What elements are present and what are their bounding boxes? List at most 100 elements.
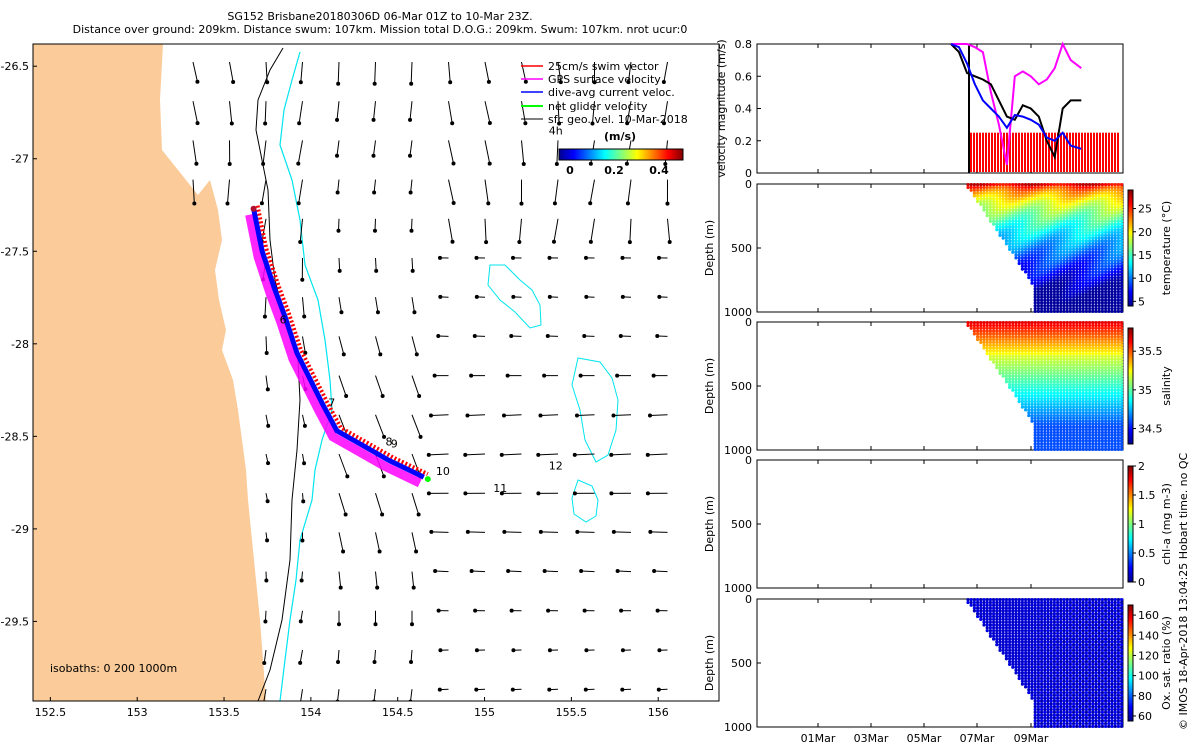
profile-sample xyxy=(1017,629,1021,633)
profile-sample xyxy=(1049,194,1053,198)
profile-sample xyxy=(1068,261,1072,266)
profile-sample xyxy=(1110,419,1114,423)
profile-sample xyxy=(1036,261,1040,266)
profile-sample xyxy=(1068,219,1072,223)
profile-sample xyxy=(1094,439,1098,443)
profile-sample xyxy=(1116,185,1120,190)
profile-sample xyxy=(1020,194,1024,198)
profile-sample xyxy=(1104,256,1108,260)
profile-sample xyxy=(1020,623,1024,627)
profile-sample xyxy=(1040,416,1044,420)
profile-sample xyxy=(1116,292,1120,297)
profile-sample xyxy=(1113,261,1117,266)
profile-sample xyxy=(1014,346,1018,350)
profile-sample xyxy=(1043,394,1047,398)
profile-sample xyxy=(1017,239,1021,243)
profile-sample xyxy=(1072,301,1076,305)
profile-sample xyxy=(1056,366,1060,370)
profile-sample xyxy=(1113,287,1117,291)
profile-sample xyxy=(1116,273,1120,277)
profile-sample xyxy=(1059,416,1063,420)
profile-sample xyxy=(1081,349,1085,353)
profile-sample xyxy=(1008,606,1012,610)
profile-sample xyxy=(1059,321,1063,325)
profile-sample xyxy=(1097,436,1101,440)
profile-sample xyxy=(1014,188,1018,192)
profile-sample xyxy=(1078,247,1082,252)
profile-sample xyxy=(1062,634,1066,638)
profile-sample xyxy=(1024,323,1028,328)
profile-sample xyxy=(1052,674,1056,678)
profile-sample xyxy=(1020,394,1024,398)
profile-sample xyxy=(1059,724,1063,728)
profile-sample xyxy=(1014,197,1018,201)
profile-sample xyxy=(966,600,970,605)
profile-sample xyxy=(1033,696,1037,700)
profile-sample xyxy=(1068,199,1072,204)
profile-sample xyxy=(1049,205,1053,209)
profile-sample xyxy=(1030,411,1034,415)
profile-sample xyxy=(1056,360,1060,364)
profile-sample xyxy=(1100,205,1104,209)
profile-sample xyxy=(988,337,993,342)
profile-sample xyxy=(1113,222,1117,226)
profile-sample xyxy=(1113,197,1117,201)
profile-sample xyxy=(1113,388,1117,392)
profile-sample xyxy=(1052,366,1056,370)
profile-sample xyxy=(1052,188,1056,192)
profile-sample xyxy=(1049,363,1053,367)
profile-sample xyxy=(1097,273,1101,277)
profile-sample xyxy=(1075,298,1079,302)
profile-sample xyxy=(1059,665,1063,669)
profile-sample xyxy=(1008,236,1012,240)
profile-sample xyxy=(1024,366,1028,370)
profile-sample xyxy=(1062,261,1066,266)
profile-sample xyxy=(1104,264,1108,268)
profile-sample xyxy=(1017,645,1021,650)
profile-sample xyxy=(1065,682,1069,686)
profile-sample xyxy=(1062,382,1066,387)
profile-sample xyxy=(1091,275,1095,280)
profile-sample xyxy=(1056,340,1060,344)
profile-sample xyxy=(1046,425,1050,429)
profile-sample xyxy=(1056,256,1060,260)
profile-sample xyxy=(1113,214,1117,218)
profile-sample xyxy=(1033,651,1037,655)
profile-sample xyxy=(1004,219,1009,223)
profile-sample xyxy=(985,197,989,201)
profile-sample xyxy=(1056,357,1060,361)
profile-sample xyxy=(1068,278,1072,282)
profile-sample xyxy=(1104,281,1108,285)
profile-sample xyxy=(1059,363,1063,367)
profile-sample xyxy=(1072,371,1076,375)
profile-sample xyxy=(1094,428,1098,432)
velocity-arrowhead xyxy=(372,699,376,701)
profile-sample xyxy=(1059,637,1063,641)
velocity-arrowhead xyxy=(428,413,433,418)
profile-sample xyxy=(1043,337,1047,342)
profile-sample xyxy=(1116,335,1120,339)
profile-sample xyxy=(1004,205,1009,209)
profile-sample xyxy=(1068,436,1072,440)
profile-sample xyxy=(1046,337,1050,342)
profile-sample xyxy=(1033,600,1037,605)
profile-sample xyxy=(1001,363,1005,367)
profile-sample xyxy=(1059,242,1063,246)
profile-sample xyxy=(1120,397,1124,401)
profile-sample xyxy=(1072,357,1076,361)
profile-sample xyxy=(1011,211,1015,215)
profile-sample xyxy=(1113,216,1117,221)
profile-sample xyxy=(1107,335,1111,339)
profile-sample xyxy=(1008,657,1012,661)
profile-sample xyxy=(1107,343,1111,347)
profile-sample xyxy=(1020,264,1024,268)
profile-sample xyxy=(1043,366,1047,370)
profile-sample xyxy=(1091,304,1095,308)
profile-sample xyxy=(1049,222,1053,226)
profile-sample xyxy=(1024,399,1028,404)
depth-ylabel: Depth (m) xyxy=(703,635,716,691)
profile-sample xyxy=(998,194,1002,198)
profile-sample xyxy=(1049,382,1053,387)
profile-sample xyxy=(1056,242,1060,246)
profile-sample xyxy=(1062,216,1066,221)
